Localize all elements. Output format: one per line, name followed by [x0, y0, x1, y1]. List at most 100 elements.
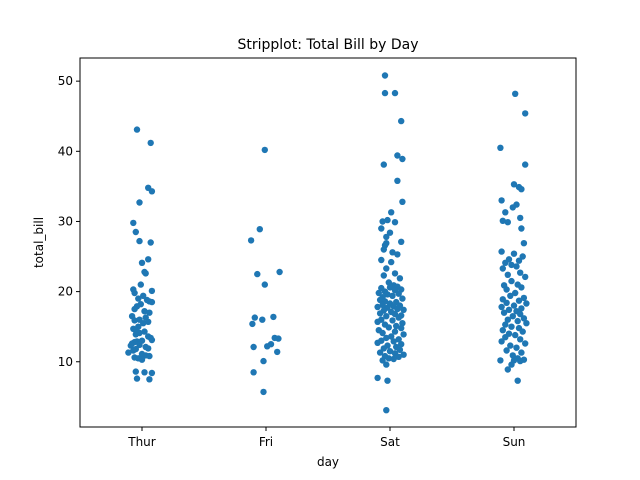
data-point-sat-16: [398, 238, 405, 245]
x-tick-label-sat: Sat: [380, 435, 400, 449]
data-point-sat-36: [375, 289, 382, 297]
data-point-sun-23: [513, 263, 520, 270]
data-point-sat-59: [395, 314, 402, 321]
data-point-sun-75: [514, 377, 521, 384]
data-point-sun-56: [519, 328, 526, 335]
data-point-sun-55: [499, 327, 506, 334]
data-point-sat-94: [384, 377, 391, 384]
data-point-sat-5: [399, 155, 406, 163]
data-point-sun-74: [504, 366, 511, 373]
data-point-sat-4: [394, 152, 401, 159]
data-point-sat-15: [383, 233, 390, 241]
data-point-sat-88: [395, 353, 402, 360]
data-point-fri-16: [260, 357, 267, 365]
data-point-thur-49: [145, 345, 152, 352]
data-point-sat-89: [385, 355, 392, 362]
data-point-thur-15: [148, 287, 156, 295]
data-point-thur-52: [125, 349, 132, 356]
data-point-thur-32: [140, 320, 147, 327]
data-point-sun-25: [517, 269, 524, 276]
data-point-thur-4: [136, 199, 143, 206]
data-point-sat-81: [380, 345, 387, 352]
data-point-sat-26: [380, 272, 387, 279]
data-point-sun-35: [520, 294, 528, 302]
data-point-thur-8: [147, 239, 154, 246]
data-point-sun-16: [498, 248, 505, 255]
data-point-sat-6: [380, 161, 387, 168]
data-point-fri-18: [260, 388, 267, 396]
data-point-sun-50: [514, 317, 521, 325]
data-point-sat-23: [388, 258, 395, 266]
y-axis: 10 20 30 40 50: [58, 74, 80, 369]
y-axis-label: total_bill: [32, 217, 46, 268]
data-point-thur-6: [132, 228, 139, 236]
data-point-sat-7: [394, 177, 401, 184]
data-point-sat-10: [384, 216, 391, 224]
data-point-sat-28: [385, 279, 392, 286]
data-point-sat-11: [379, 218, 386, 225]
data-point-sun-38: [503, 299, 510, 306]
data-point-sun-13: [504, 219, 511, 226]
data-point-sat-27: [396, 275, 404, 282]
data-point-sun-31: [518, 284, 525, 291]
x-axis-label: day: [317, 455, 339, 469]
data-point-sat-70: [379, 329, 386, 337]
data-point-sat-67: [398, 324, 405, 332]
data-point-sat-1: [381, 89, 389, 97]
data-point-fri-1: [256, 226, 263, 233]
data-point-sun-61: [498, 338, 505, 345]
data-point-sat-83: [386, 348, 394, 355]
data-point-sat-71: [400, 331, 407, 338]
data-point-thur-58: [138, 356, 146, 363]
data-point-sat-20: [389, 249, 396, 256]
data-point-sat-25: [391, 270, 399, 277]
data-point-sat-84: [376, 349, 384, 356]
data-point-sun-11: [517, 214, 524, 222]
data-point-thur-51: [130, 347, 137, 354]
data-point-sun-12: [499, 217, 506, 224]
y-tick-label-30: 30: [58, 214, 73, 228]
data-point-sat-61: [389, 317, 396, 324]
data-point-sat-12: [391, 219, 399, 226]
data-point-thur-21: [148, 298, 156, 306]
data-point-thur-63: [146, 376, 153, 383]
data-point-thur-9: [145, 256, 152, 263]
data-point-thur-61: [148, 369, 156, 377]
data-point-fri-7: [251, 314, 258, 321]
data-point-sun-65: [503, 347, 510, 354]
data-point-sat-19: [380, 246, 387, 253]
data-point-sun-27: [522, 273, 529, 281]
x-tick-label-thur: Thur: [127, 435, 156, 449]
data-point-sat-77: [374, 339, 381, 346]
data-point-sun-37: [515, 297, 523, 304]
data-point-sat-51: [394, 305, 401, 313]
data-point-fri-5: [261, 281, 268, 288]
data-point-sat-78: [398, 341, 405, 348]
x-tick-label-sun: Sun: [503, 435, 526, 449]
data-point-sat-3: [398, 117, 405, 125]
data-point-sat-69: [391, 328, 399, 335]
chart-title: Stripplot: Total Bill by Day: [237, 37, 418, 53]
data-point-thur-55: [146, 352, 153, 360]
data-point-sat-46: [379, 301, 386, 309]
data-point-sat-73: [383, 334, 390, 342]
plot-frame: [79, 57, 577, 428]
data-point-sun-18: [519, 253, 526, 260]
data-point-fri-14: [250, 343, 257, 351]
data-point-sun-0: [512, 90, 519, 98]
data-point-fri-9: [249, 320, 256, 328]
data-point-thur-3: [148, 188, 156, 195]
data-point-thur-36: [141, 328, 148, 335]
y-tick-label-50: 50: [58, 74, 73, 88]
y-tick-label-20: 20: [58, 285, 73, 299]
data-point-thur-1: [147, 139, 154, 147]
data-point-sun-40: [510, 302, 518, 309]
data-point-thur-62: [133, 375, 141, 382]
data-point-thur-38: [132, 331, 139, 338]
data-point-fri-17: [250, 369, 257, 376]
data-point-sat-86: [400, 351, 407, 358]
data-point-thur-60: [141, 369, 148, 376]
data-point-sun-24: [499, 265, 506, 272]
data-point-sat-92: [383, 361, 390, 368]
